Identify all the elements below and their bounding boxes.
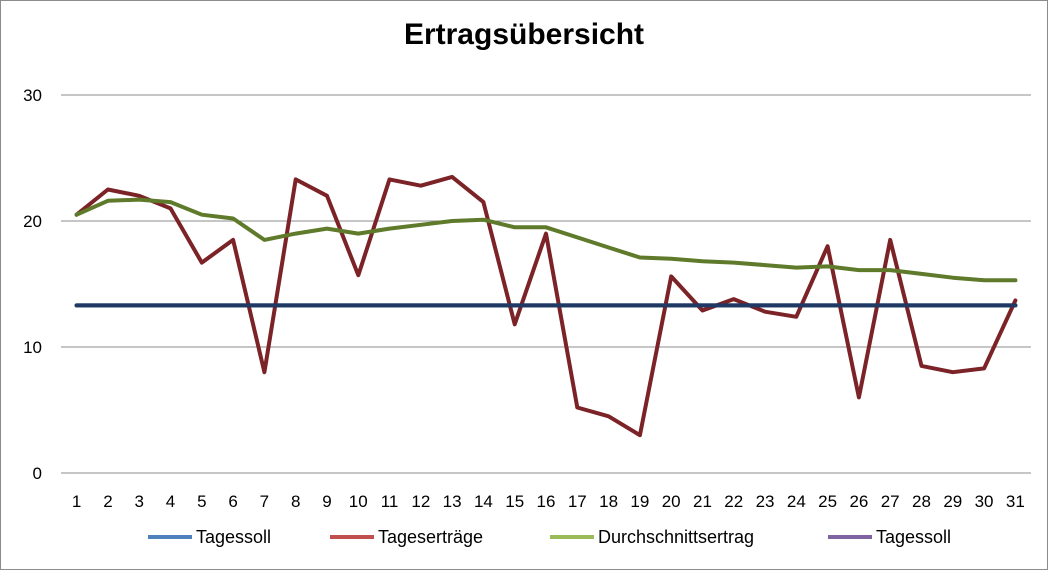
x-tick-label: 1 — [72, 492, 81, 511]
x-tick-label: 17 — [568, 492, 587, 511]
x-tick-label: 6 — [228, 492, 237, 511]
x-tick-label: 19 — [630, 492, 649, 511]
y-tick-label: 10 — [23, 338, 42, 357]
legend-label: Durchschnittsertrag — [598, 527, 754, 547]
x-tick-label: 28 — [912, 492, 931, 511]
x-tick-label: 14 — [474, 492, 493, 511]
x-tick-label: 5 — [197, 492, 206, 511]
x-tick-label: 7 — [260, 492, 269, 511]
x-tick-label: 20 — [662, 492, 681, 511]
series-line — [74, 197, 1018, 283]
x-tick-label: 18 — [599, 492, 618, 511]
x-tick-label: 16 — [537, 492, 556, 511]
y-tick-label: 0 — [33, 464, 42, 483]
x-tick-label: 4 — [166, 492, 175, 511]
x-tick-label: 13 — [443, 492, 462, 511]
x-tick-label: 3 — [134, 492, 143, 511]
x-tick-label: 31 — [1006, 492, 1025, 511]
x-tick-label: 30 — [975, 492, 994, 511]
y-tick-label: 20 — [23, 212, 42, 231]
legend-label: Tagessoll — [196, 527, 271, 547]
x-tick-label: 10 — [349, 492, 368, 511]
x-axis-ticks: 1 2 3 4 5 6 7 8 9 10 11 12 13 14 15 16 17 18 19 20 21 22 23 24 2… — [72, 492, 1025, 511]
x-tick-label: 21 — [693, 492, 712, 511]
series-line — [74, 174, 1018, 438]
x-tick-label: 8 — [291, 492, 300, 511]
chart-title: Ertragsübersicht — [403, 18, 645, 51]
y-tick-label: 30 — [23, 86, 42, 105]
series-layer — [74, 174, 1018, 438]
legend-label: Tagessoll — [876, 527, 951, 547]
x-tick-label: 26 — [849, 492, 868, 511]
x-tick-label: 11 — [381, 492, 399, 511]
x-tick-label: 23 — [756, 492, 775, 511]
x-tick-label: 9 — [322, 492, 331, 511]
x-tick-label: 29 — [943, 492, 962, 511]
x-tick-label: 12 — [411, 492, 430, 511]
x-tick-label: 25 — [818, 492, 837, 511]
x-tick-label: 27 — [881, 492, 900, 511]
grid-layer — [61, 94, 1031, 474]
x-tick-label: 22 — [724, 492, 743, 511]
legend: Tagessoll Tageserträge Durchschnittsertrag… — [148, 527, 951, 547]
x-tick-label: 2 — [103, 492, 112, 511]
legend-label: Tageserträge — [378, 527, 483, 547]
y-axis-ticks: 0 10 20 30 — [23, 86, 42, 483]
x-tick-label: 24 — [787, 492, 806, 511]
x-tick-label: 15 — [505, 492, 524, 511]
